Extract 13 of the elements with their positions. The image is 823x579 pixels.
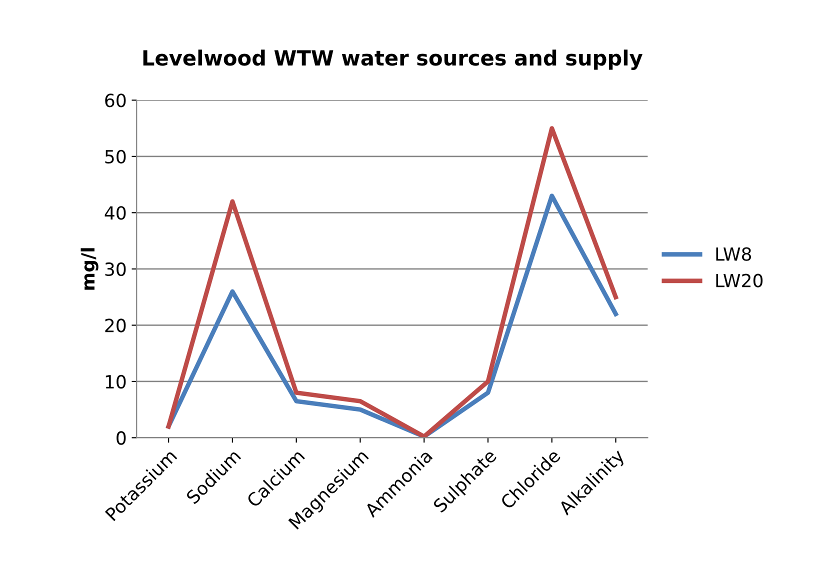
y-tick-label: 20 <box>105 318 126 332</box>
y-tick-label: 30 <box>105 262 126 276</box>
y-tick-label: 50 <box>105 150 126 164</box>
y-axis-title: mg/l <box>80 248 98 290</box>
chart-title: Levelwood WTW water sources and supply <box>143 50 642 70</box>
line-series <box>166 126 618 438</box>
y-tick-label: 10 <box>106 374 126 389</box>
y-tick-label: 40 <box>104 206 126 220</box>
y-tick-label: 60 <box>105 94 126 108</box>
legend-label: LW8 <box>716 247 752 261</box>
legend-label: LW20 <box>716 274 763 288</box>
y-tick-label: 0 <box>116 431 126 445</box>
line-series <box>166 194 618 438</box>
